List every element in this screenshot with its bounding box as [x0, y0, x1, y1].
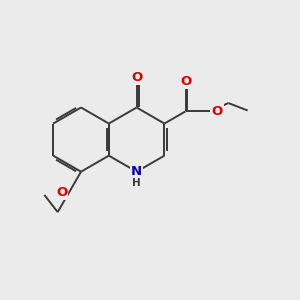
Text: N: N	[131, 165, 142, 178]
Text: O: O	[131, 71, 142, 84]
Text: O: O	[180, 75, 191, 88]
Text: O: O	[56, 186, 68, 199]
Text: H: H	[132, 178, 141, 188]
Text: O: O	[212, 105, 223, 118]
